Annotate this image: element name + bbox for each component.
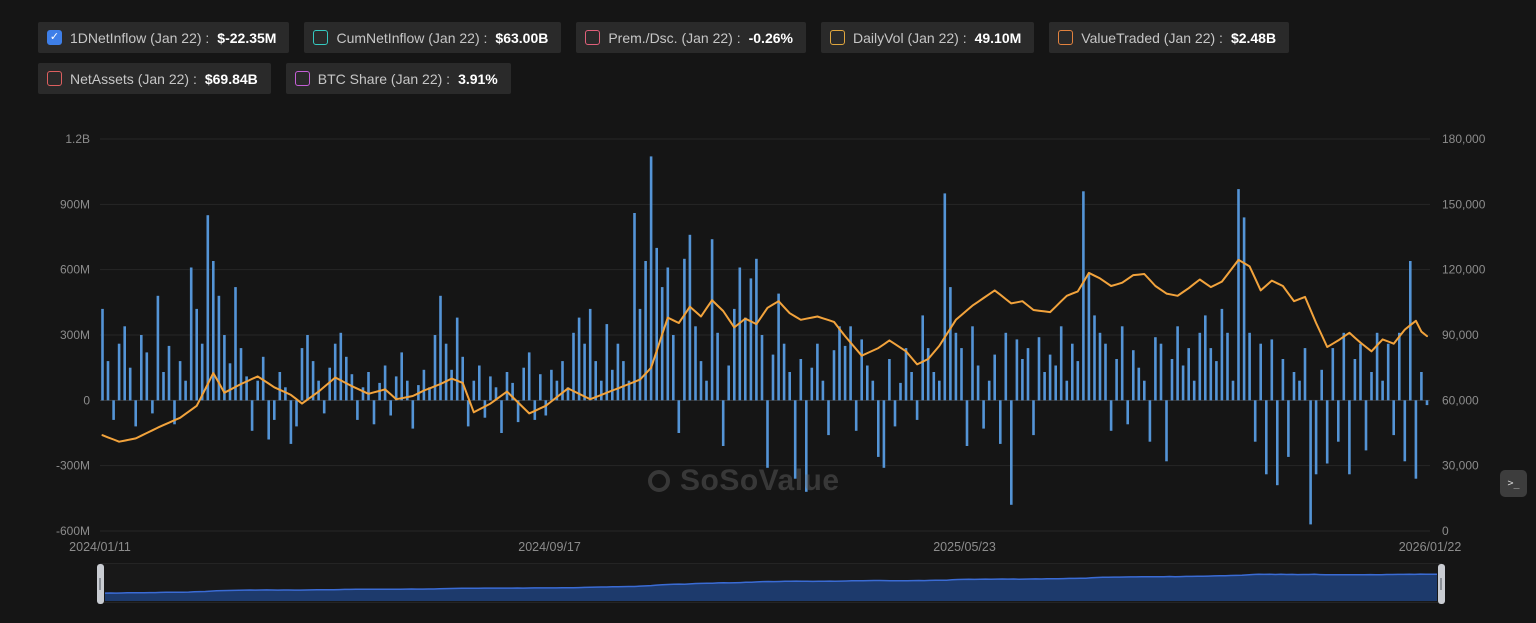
navigator-canvas[interactable] <box>105 565 1437 603</box>
checkbox-premdsc-icon[interactable] <box>585 30 601 45</box>
main-chart-area[interactable]: 1.2B 900M 600M 300M 0 -300M -600M 180,000 150,00… <box>0 116 1536 554</box>
svg-text:900M: 900M <box>60 197 90 211</box>
netinflow-bars[interactable] <box>101 156 1429 525</box>
legend-chip-1dnetinflow[interactable]: ✓ 1DNetInflow (Jan 22) : $-22.35M <box>38 22 290 53</box>
navigator-handle-left[interactable] <box>97 564 104 604</box>
legend-row-2: NetAssets (Jan 22) : $69.84B BTC Share (… <box>38 63 511 94</box>
x-axis-label: 2025/05/23 <box>933 540 996 554</box>
legend-value: -0.26% <box>748 29 793 46</box>
navigator-area <box>105 574 1437 601</box>
legend-label: CumNetInflow (Jan 22) : <box>336 29 488 46</box>
legend-value: $2.48B <box>1230 29 1277 46</box>
svg-text:1.2B: 1.2B <box>65 132 90 146</box>
svg-text:600M: 600M <box>60 263 90 277</box>
svg-text:-300M: -300M <box>56 459 90 473</box>
grid-lines <box>100 138 1430 532</box>
legend-chip-valuetraded[interactable]: ValueTraded (Jan 22) : $2.48B <box>1049 22 1290 53</box>
legend-value: 3.91% <box>458 70 498 87</box>
legend-chip-cumnetinflow[interactable]: CumNetInflow (Jan 22) : $63.00B <box>304 22 562 53</box>
svg-text:300M: 300M <box>60 328 90 342</box>
checkbox-dailyvol-icon[interactable] <box>829 30 845 45</box>
checkbox-btcshare-icon[interactable] <box>294 71 310 86</box>
svg-text:150,000: 150,000 <box>1442 197 1486 211</box>
legend-label: 1DNetInflow (Jan 22) : <box>70 29 210 46</box>
chart-canvas[interactable]: 1.2B 900M 600M 300M 0 -300M -600M 180,000 150,00… <box>0 116 1536 540</box>
y-axis-right: 180,000 150,000 120,000 90,000 60,000 30,000 0 <box>1442 132 1486 538</box>
legend-label: NetAssets (Jan 22) : <box>70 70 197 87</box>
legend-value: $63.00B <box>495 29 549 46</box>
svg-text:60,000: 60,000 <box>1442 393 1479 407</box>
checkbox-cumnetinflow-icon[interactable] <box>313 30 329 45</box>
navigator-handle-right[interactable] <box>1438 564 1445 604</box>
legend-chip-premdsc[interactable]: Prem./Dsc. (Jan 22) : -0.26% <box>576 22 806 53</box>
range-navigator[interactable] <box>97 563 1445 604</box>
legend-label: DailyVol (Jan 22) : <box>852 29 967 46</box>
checkbox-netassets-icon[interactable] <box>47 71 62 86</box>
x-axis-label: 2024/09/17 <box>518 540 581 554</box>
legend-value: $69.84B <box>204 70 258 87</box>
console-button[interactable]: >_ <box>1500 470 1527 497</box>
legend-row-1: ✓ 1DNetInflow (Jan 22) : $-22.35M CumNet… <box>38 22 1290 53</box>
navigator-area-top <box>105 573 1437 594</box>
y-axis-left: 1.2B 900M 600M 300M 0 -300M -600M <box>56 132 90 538</box>
overlay-line <box>101 258 1428 443</box>
svg-text:0: 0 <box>1442 524 1449 538</box>
legend-label: Prem./Dsc. (Jan 22) : <box>608 29 741 46</box>
checkbox-valuetraded-icon[interactable] <box>1058 30 1074 45</box>
svg-text:30,000: 30,000 <box>1442 459 1479 473</box>
legend-label: ValueTraded (Jan 22) : <box>1081 29 1223 46</box>
x-axis-label: 2026/01/22 <box>1398 540 1462 554</box>
x-axis-label: 2024/01/11 <box>69 540 131 554</box>
svg-text:0: 0 <box>83 393 90 407</box>
svg-text:120,000: 120,000 <box>1442 263 1486 277</box>
legend-value: $-22.35M <box>217 29 277 46</box>
legend-chip-dailyvol[interactable]: DailyVol (Jan 22) : 49.10M <box>820 22 1035 53</box>
svg-text:180,000: 180,000 <box>1442 132 1486 146</box>
svg-text:-600M: -600M <box>56 524 90 538</box>
legend-label: BTC Share (Jan 22) : <box>317 70 451 87</box>
checkbox-1dnetinflow-icon[interactable]: ✓ <box>47 30 62 45</box>
legend-value: 49.10M <box>974 29 1022 46</box>
legend-chip-btcshare[interactable]: BTC Share (Jan 22) : 3.91% <box>285 63 511 94</box>
svg-text:90,000: 90,000 <box>1442 328 1479 342</box>
legend-chip-netassets[interactable]: NetAssets (Jan 22) : $69.84B <box>38 63 271 94</box>
